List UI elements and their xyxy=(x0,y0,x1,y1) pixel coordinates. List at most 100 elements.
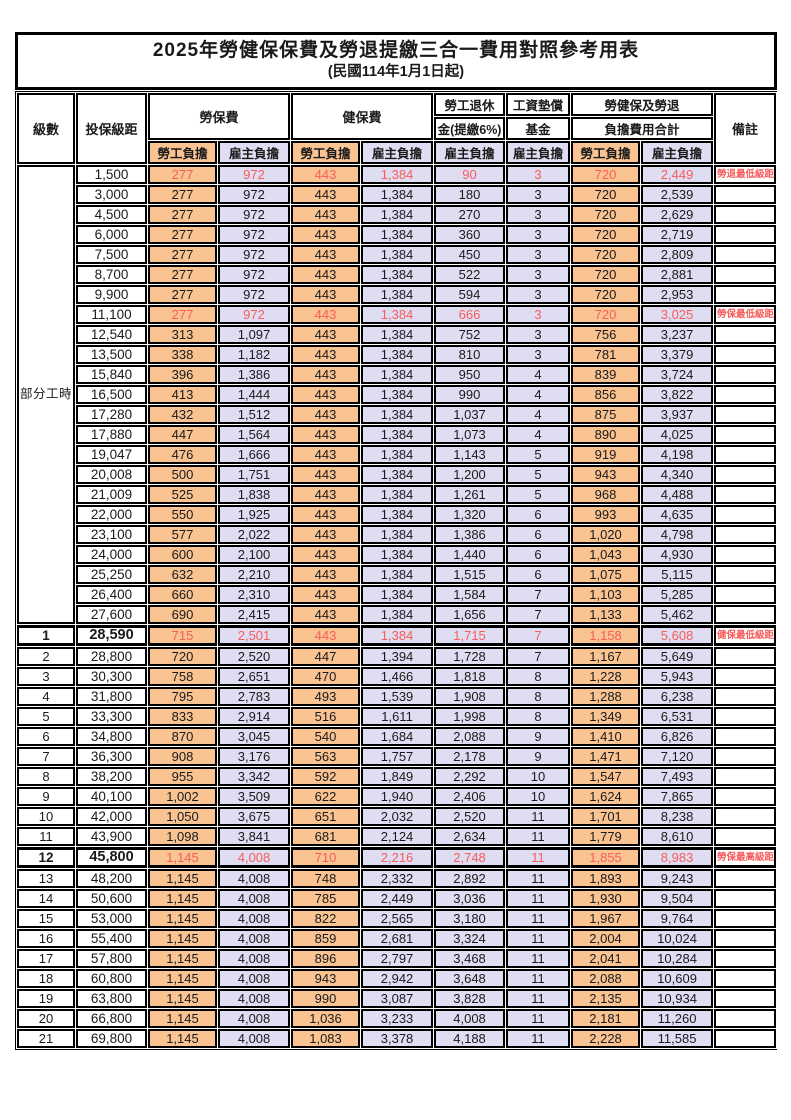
level-cell: 2 xyxy=(17,647,75,666)
col-header-health-insurance: 健保費 xyxy=(291,93,434,140)
labor-insurance-employer-cell: 2,520 xyxy=(218,647,291,666)
health-insurance-employer-cell: 1,384 xyxy=(361,285,434,304)
bracket-cell: 17,880 xyxy=(76,425,147,444)
health-insurance-employee-cell: 443 xyxy=(291,505,361,524)
bracket-cell: 23,100 xyxy=(76,525,147,544)
total-employee-cell: 720 xyxy=(571,205,641,224)
health-insurance-employer-cell: 1,384 xyxy=(361,265,434,284)
total-employee-cell: 2,088 xyxy=(571,969,641,988)
health-insurance-employer-cell: 2,216 xyxy=(361,847,434,868)
table-row: 11 43,900 1,098 3,841 681 2,124 2,634 11… xyxy=(17,827,777,846)
remark-cell xyxy=(714,949,777,968)
table-row: 3 30,300 758 2,651 470 1,466 1,818 8 1,2… xyxy=(17,667,777,686)
bracket-cell: 26,400 xyxy=(76,585,147,604)
total-employer-cell: 9,764 xyxy=(641,909,714,928)
labor-insurance-employer-cell: 972 xyxy=(218,165,291,184)
labor-insurance-employee-cell: 720 xyxy=(148,647,217,666)
remark-cell xyxy=(714,465,777,484)
table-body: 部分工時 1,500 277 972 443 1,384 90 3 720 2,… xyxy=(17,165,777,1048)
total-employee-cell: 875 xyxy=(571,405,641,424)
total-employee-cell: 720 xyxy=(571,265,641,284)
pension-employer-cell: 2,892 xyxy=(434,869,506,888)
total-employer-cell: 10,934 xyxy=(641,989,714,1008)
health-insurance-employer-cell: 1,384 xyxy=(361,525,434,544)
bracket-cell: 31,800 xyxy=(76,687,147,706)
wage-fund-employer-cell: 11 xyxy=(506,909,571,928)
total-employer-cell: 4,025 xyxy=(641,425,714,444)
labor-insurance-employee-cell: 1,145 xyxy=(148,889,217,908)
health-insurance-employer-cell: 2,681 xyxy=(361,929,434,948)
labor-insurance-employee-cell: 1,145 xyxy=(148,909,217,928)
pension-employer-cell: 2,292 xyxy=(434,767,506,786)
total-employer-cell: 7,120 xyxy=(641,747,714,766)
health-insurance-employer-cell: 1,849 xyxy=(361,767,434,786)
col-header-total-line2: 負擔費用合計 xyxy=(571,117,714,140)
pension-employer-cell: 1,908 xyxy=(434,687,506,706)
health-insurance-employee-cell: 443 xyxy=(291,325,361,344)
wage-fund-employer-cell: 3 xyxy=(506,325,571,344)
total-employer-cell: 11,260 xyxy=(641,1009,714,1028)
bracket-cell: 60,800 xyxy=(76,969,147,988)
total-employee-cell: 1,410 xyxy=(571,727,641,746)
labor-insurance-employee-cell: 758 xyxy=(148,667,217,686)
labor-insurance-employer-cell: 3,045 xyxy=(218,727,291,746)
total-employer-cell: 4,635 xyxy=(641,505,714,524)
bracket-cell: 55,400 xyxy=(76,929,147,948)
wage-fund-employer-cell: 4 xyxy=(506,385,571,404)
health-insurance-employee-cell: 443 xyxy=(291,485,361,504)
bracket-cell: 16,500 xyxy=(76,385,147,404)
health-insurance-employer-cell: 3,233 xyxy=(361,1009,434,1028)
col-header-remark: 備註 xyxy=(714,93,777,164)
total-employee-cell: 1,288 xyxy=(571,687,641,706)
table-row: 15,840 396 1,386 443 1,384 950 4 839 3,7… xyxy=(17,365,777,384)
pension-employer-cell: 2,748 xyxy=(434,847,506,868)
labor-insurance-employer-cell: 1,444 xyxy=(218,385,291,404)
wage-fund-employer-cell: 3 xyxy=(506,245,571,264)
wage-fund-employer-cell: 3 xyxy=(506,225,571,244)
labor-insurance-employer-cell: 1,838 xyxy=(218,485,291,504)
remark-cell xyxy=(714,325,777,344)
health-insurance-employee-cell: 443 xyxy=(291,205,361,224)
wage-fund-employer-cell: 4 xyxy=(506,425,571,444)
total-employee-cell: 1,930 xyxy=(571,889,641,908)
table-row: 19 63,800 1,145 4,008 990 3,087 3,828 11… xyxy=(17,989,777,1008)
remark-cell xyxy=(714,425,777,444)
labor-insurance-employee-cell: 277 xyxy=(148,285,217,304)
health-insurance-employee-cell: 943 xyxy=(291,969,361,988)
table-row: 8 38,200 955 3,342 592 1,849 2,292 10 1,… xyxy=(17,767,777,786)
total-employee-cell: 890 xyxy=(571,425,641,444)
remark-cell xyxy=(714,767,777,786)
pension-employer-cell: 3,180 xyxy=(434,909,506,928)
wage-fund-employer-cell: 7 xyxy=(506,647,571,666)
labor-insurance-employee-cell: 1,145 xyxy=(148,847,217,868)
pension-employer-cell: 1,728 xyxy=(434,647,506,666)
table-row: 12 45,800 1,145 4,008 710 2,216 2,748 11… xyxy=(17,847,777,868)
level-cell: 6 xyxy=(17,727,75,746)
total-employer-cell: 5,943 xyxy=(641,667,714,686)
total-employer-cell: 9,243 xyxy=(641,869,714,888)
total-employer-cell: 5,285 xyxy=(641,585,714,604)
labor-insurance-employee-cell: 277 xyxy=(148,185,217,204)
total-employer-cell: 9,504 xyxy=(641,889,714,908)
table-row: 17,880 447 1,564 443 1,384 1,073 4 890 4… xyxy=(17,425,777,444)
labor-insurance-employer-cell: 4,008 xyxy=(218,1009,291,1028)
total-employer-cell: 3,822 xyxy=(641,385,714,404)
remark-cell xyxy=(714,605,777,624)
health-insurance-employer-cell: 2,565 xyxy=(361,909,434,928)
total-employee-cell: 1,855 xyxy=(571,847,641,868)
table-row: 16,500 413 1,444 443 1,384 990 4 856 3,8… xyxy=(17,385,777,404)
pension-employer-cell: 3,468 xyxy=(434,949,506,968)
labor-insurance-employee-cell: 338 xyxy=(148,345,217,364)
wage-fund-employer-cell: 8 xyxy=(506,707,571,726)
labor-insurance-employee-cell: 277 xyxy=(148,165,217,184)
total-employer-cell: 5,608 xyxy=(641,625,714,646)
bracket-cell: 25,250 xyxy=(76,565,147,584)
total-employer-cell: 2,629 xyxy=(641,205,714,224)
table-row: 部分工時 1,500 277 972 443 1,384 90 3 720 2,… xyxy=(17,165,777,624)
table-row: 6,000 277 972 443 1,384 360 3 720 2,719 xyxy=(17,225,777,244)
bracket-cell: 1,500 xyxy=(76,165,147,184)
pension-employer-cell: 1,261 xyxy=(434,485,506,504)
remark-cell xyxy=(714,205,777,224)
health-insurance-employer-cell: 1,384 xyxy=(361,345,434,364)
total-employee-cell: 1,075 xyxy=(571,565,641,584)
